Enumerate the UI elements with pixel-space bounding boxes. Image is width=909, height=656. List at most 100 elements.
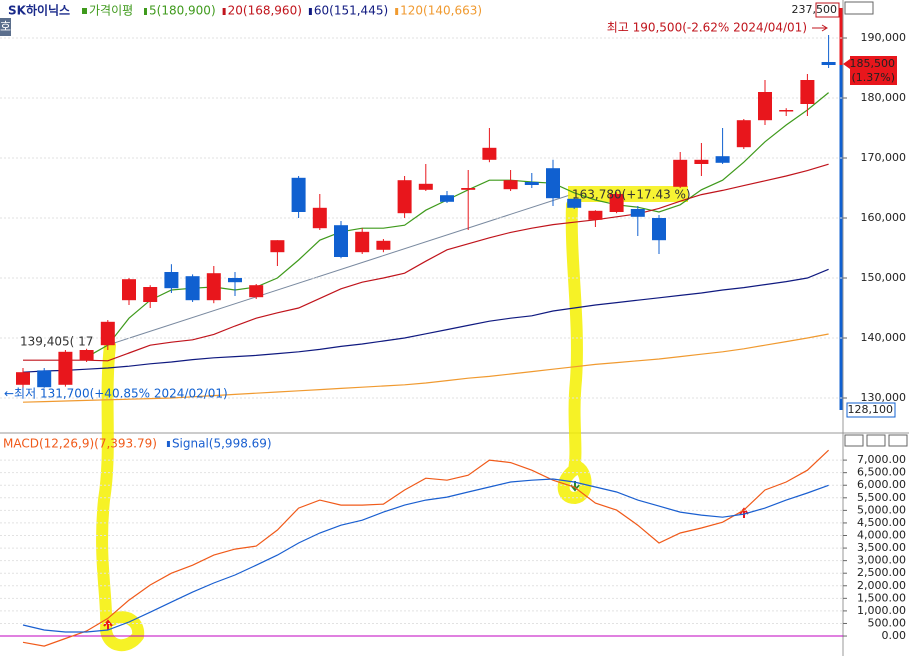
candle-body	[736, 120, 751, 148]
max-arrow	[821, 24, 828, 32]
y-tick-label: 1,500.00	[857, 591, 906, 604]
min-label: ←최저 131,700(+40.85% 2024/02/01)	[4, 387, 228, 401]
indicator-line	[22, 449, 830, 647]
candle-body	[418, 183, 433, 190]
axis-max-box	[815, 2, 840, 18]
highlights	[96, 199, 592, 651]
legend-swatch	[395, 8, 399, 15]
y-tick-label: 5,500.00	[857, 491, 906, 504]
legend-label: Signal(5,998.69)	[172, 437, 272, 451]
y-tick-label: 170,000	[861, 151, 907, 164]
candle-body	[58, 351, 73, 385]
candle-body	[800, 80, 815, 104]
lir-button[interactable]	[844, 1, 874, 15]
y-tick-label: 3,000.00	[857, 554, 906, 567]
axis-min-box	[846, 402, 896, 418]
y-tick-label: 180,000	[861, 91, 907, 104]
chart-title: SK하이닉스	[8, 3, 70, 18]
candle-body	[588, 210, 603, 220]
candle-body	[758, 92, 772, 121]
legend-label: 120(140,663)	[400, 4, 482, 18]
y-tick-label: 500.00	[868, 616, 907, 629]
legend-swatch	[144, 8, 147, 15]
candle-body	[270, 240, 285, 253]
legend-label: 60(151,445)	[314, 4, 388, 18]
y-tick-label: 190,000	[861, 31, 907, 44]
last-price-box	[850, 56, 897, 85]
candle-body	[334, 225, 348, 257]
candle-body	[779, 110, 794, 112]
candle-body	[609, 194, 624, 212]
legend-label: 20(168,960)	[228, 4, 302, 18]
panel-button[interactable]	[844, 434, 864, 447]
axis-max-label: 237,500	[792, 3, 838, 16]
highlight-stroke	[557, 199, 592, 505]
y-tick-label: 0.00	[882, 629, 907, 642]
candle-body	[397, 180, 412, 214]
candle-body	[185, 276, 200, 301]
y-tick-label: 4,000.00	[857, 529, 906, 542]
legend-swatch	[308, 8, 312, 15]
y-tick-label: 150,000	[861, 271, 907, 284]
legend-label: 가격이평	[89, 4, 133, 18]
candle-body	[715, 156, 730, 163]
candle-body	[312, 207, 327, 229]
y-tick-label: 130,000	[861, 391, 907, 404]
y-tick-label: 4,500.00	[857, 516, 906, 529]
y-tick-label: 1,000.00	[857, 604, 906, 617]
y-tick-label: 3,500.00	[857, 541, 906, 554]
candle-body	[100, 321, 115, 346]
last-price-label: 185,500	[850, 57, 896, 70]
candle-body	[206, 273, 221, 301]
tip-highlight	[568, 186, 688, 202]
candle-body	[122, 279, 136, 301]
tip-label: 163,780(+17.43 %)	[572, 188, 691, 202]
candle-body	[376, 240, 391, 250]
candle-body	[143, 287, 158, 302]
legend-label: MACD(12,26,9)(7,393.79)	[3, 437, 157, 451]
candle-body	[652, 218, 666, 241]
moving-average-line	[23, 163, 829, 362]
candle-body	[546, 168, 560, 199]
y-tick-label: 6,000.00	[857, 478, 906, 491]
candle-body	[821, 62, 836, 65]
candle-body	[461, 188, 476, 190]
candle-body	[79, 350, 94, 361]
candle-body	[355, 231, 370, 253]
candle-body	[291, 177, 306, 212]
trend-line	[107, 194, 571, 346]
y-tick-label: 6,500.00	[857, 466, 906, 479]
candle-body	[164, 272, 179, 289]
candle-body	[567, 198, 582, 208]
candle-body	[673, 159, 688, 187]
moving-average-line	[22, 333, 829, 403]
panel-button[interactable]	[888, 434, 908, 447]
legend-swatch	[166, 441, 170, 447]
candle-body	[482, 147, 497, 160]
candle-body	[630, 209, 645, 217]
axis-min-label: 128,100	[848, 403, 894, 416]
max-label: 최고 190,500(-2.62% 2024/04/01)	[607, 21, 807, 35]
candle-body	[249, 285, 264, 298]
panel-buttons	[844, 1, 908, 447]
legend-swatch	[82, 8, 87, 14]
highlight-stroke	[96, 339, 145, 651]
panel-button[interactable]	[866, 434, 886, 447]
y-tick-label: 160,000	[861, 211, 907, 224]
y-tick-label: 7,000.00	[857, 453, 906, 466]
y-tick-label: 140,000	[861, 331, 907, 344]
candle-body	[503, 180, 518, 190]
legend-label: 5(180,900)	[149, 4, 216, 18]
y-tick-label: 2,000.00	[857, 579, 906, 592]
candle-body	[228, 278, 242, 283]
last-price-pointer	[843, 59, 850, 69]
y-tick-label: 5,000.00	[857, 503, 906, 516]
tip-label: 139,405( 17	[20, 335, 93, 349]
indicator-line	[22, 478, 829, 633]
candle-body	[16, 372, 30, 385]
candle-body	[37, 370, 52, 388]
last-change-label: (1.37%)	[851, 71, 895, 84]
candle-body	[524, 182, 539, 185]
moving-average-line	[22, 268, 829, 373]
